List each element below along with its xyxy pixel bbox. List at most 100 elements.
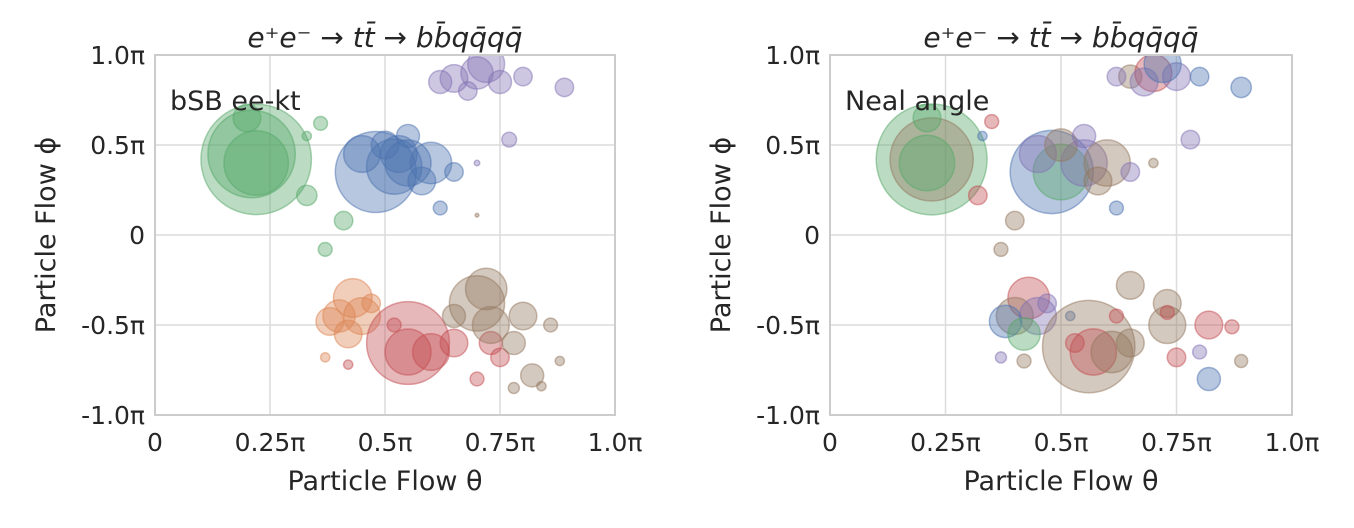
y-tick-label: 0.5π <box>765 131 820 160</box>
x-tick-label: 0.25π <box>910 428 981 457</box>
method-annotation: Neal angle <box>845 86 989 117</box>
bubble-brown <box>1090 330 1134 374</box>
bubble-red <box>984 113 1000 130</box>
x-tick-label: 0 <box>147 428 163 457</box>
chart-title: e⁺e⁻ → tt̄ → bb̄qq̄qq̄ <box>247 20 522 54</box>
y-axis-label: Particle Flow ϕ <box>31 137 62 333</box>
bubble-brown <box>889 117 974 202</box>
bubble-blue <box>334 130 418 214</box>
bubble-blue <box>1196 366 1222 392</box>
bubble-green <box>200 103 313 216</box>
bubble-blue <box>407 166 437 196</box>
bubble-blue <box>1189 66 1210 87</box>
x-tick-label: 1.0π <box>1265 428 1320 457</box>
bubble-brown <box>448 275 506 332</box>
plot-frame <box>154 54 616 416</box>
bubble-red <box>439 328 469 358</box>
y-tick-label: 0 <box>804 221 820 250</box>
x-tick-label: 0 <box>822 428 838 457</box>
y-tick-label: -1.0π <box>756 401 820 430</box>
bubble-orange <box>361 293 382 314</box>
left-plot-bsb-ee-kt: 0 0.25π 0.5π 0.75π 1.0π 1.0π 0.5π 0 -0.5π -1.0π e⁺… <box>31 20 642 497</box>
bubble-blue <box>1108 200 1125 216</box>
bubble-green <box>912 103 942 133</box>
y-tick-label: 1.0π <box>765 41 820 70</box>
bubble-blue <box>1230 76 1253 99</box>
bubble-blue <box>432 200 448 216</box>
y-tick-label: 0.5π <box>90 131 145 160</box>
bubble-brown <box>542 317 559 333</box>
x-tick-label: 0.25π <box>235 428 306 457</box>
bubble-purple <box>1191 344 1208 360</box>
y-tick-label: 0 <box>129 221 145 250</box>
bubbles <box>200 55 575 395</box>
bubble-red <box>1224 319 1240 335</box>
y-axis-label: Particle Flow ϕ <box>706 137 737 333</box>
bubble-purple <box>427 69 453 95</box>
bubble-red <box>1064 333 1085 353</box>
bubble-green <box>207 109 297 199</box>
bubble-brown <box>993 241 1009 258</box>
bubble-brown <box>1016 353 1032 369</box>
bubble-purple <box>1037 293 1058 314</box>
bubble-brown <box>501 330 527 356</box>
bubble-red <box>1069 328 1118 376</box>
plot-frame <box>829 54 1293 416</box>
bubble-green <box>875 103 988 216</box>
bubble-purple <box>1106 66 1127 87</box>
bubble-brown <box>1148 157 1159 169</box>
bubble-red <box>1166 347 1187 368</box>
bubble-purple <box>1180 129 1201 150</box>
bubble-purple <box>1018 134 1058 174</box>
bubble-green <box>898 134 956 192</box>
bubbles <box>875 55 1253 394</box>
bubble-red <box>469 371 485 387</box>
bubble-red <box>384 328 432 376</box>
bubble-blue <box>977 130 988 142</box>
bubble-orange <box>319 352 331 363</box>
bubble-brown <box>441 303 467 329</box>
bubble-purple <box>513 66 533 87</box>
bubble-brown <box>1083 166 1113 196</box>
y-tick-label: -1.0π <box>81 401 145 430</box>
bubble-brown <box>464 267 508 311</box>
bubble-red <box>386 317 402 333</box>
bubble-red <box>342 359 354 370</box>
x-axis-label: Particle Flow θ <box>963 466 1158 497</box>
bubble-green <box>317 241 333 258</box>
bubble-green <box>333 210 354 231</box>
bubble-brown <box>1115 270 1145 301</box>
bubble-brown <box>1148 305 1187 345</box>
right-plot-neal-angle: 0 0.25π 0.5π 0.75π 1.0π 1.0π 0.5π 0 -0.5π -1.0π e⁺… <box>706 20 1319 497</box>
bubble-blue <box>1064 310 1076 322</box>
y-tick-label: 1.0π <box>90 41 145 70</box>
bubble-purple <box>1120 162 1141 182</box>
bubble-green <box>312 115 329 132</box>
bubble-brown <box>554 355 566 367</box>
bubble-blue <box>379 134 418 174</box>
x-tick-label: 0.5π <box>1034 428 1089 457</box>
bubble-purple <box>554 77 575 98</box>
bubble-brown <box>1233 353 1249 369</box>
bubble-red <box>1108 308 1125 324</box>
bubble-blue <box>988 304 1023 339</box>
bubble-red <box>967 185 988 206</box>
bubble-brown <box>1004 210 1025 231</box>
x-tick-label: 0.75π <box>465 428 536 457</box>
x-tick-label: 1.0π <box>588 428 643 457</box>
bubble-brown <box>508 301 538 331</box>
bubble-purple <box>501 131 518 148</box>
bubble-blue <box>1009 129 1095 215</box>
bubble-green <box>301 130 313 142</box>
x-tick-label: 0.75π <box>1141 428 1212 457</box>
y-tick-label: -0.5π <box>81 311 145 340</box>
bubble-red <box>1194 310 1224 340</box>
bubble-brown <box>1041 299 1136 394</box>
bubble-green <box>295 184 318 207</box>
bubble-blue <box>444 162 464 182</box>
bubble-purple <box>467 55 506 84</box>
bubble-purple <box>994 351 1008 364</box>
x-tick-label: 0.5π <box>358 428 413 457</box>
x-axis-label: Particle Flow θ <box>287 466 482 497</box>
